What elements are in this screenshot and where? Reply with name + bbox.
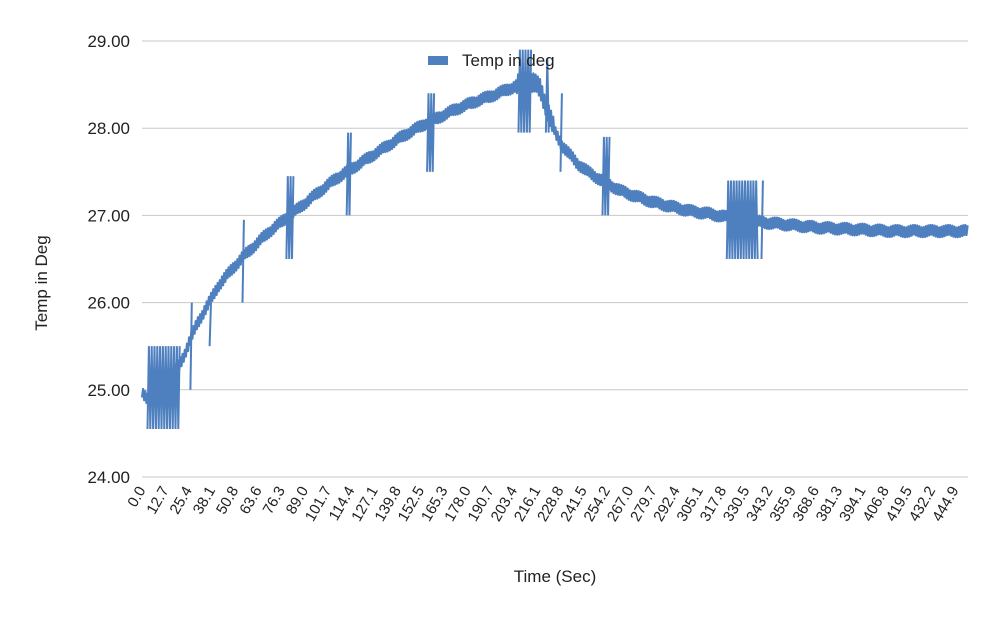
x-tick-label: 38.1 [190, 484, 219, 518]
series-layer [140, 49, 969, 430]
y-tick-label: 29.00 [87, 32, 130, 51]
legend-label: Temp in deg [462, 51, 555, 70]
x-tick-label: 63.6 [236, 484, 265, 518]
series-burst [189, 302, 193, 390]
legend-swatch [428, 56, 448, 65]
y-tick-label: 28.00 [87, 119, 130, 138]
series-burst [285, 176, 295, 260]
x-tick-label: 50.8 [213, 484, 242, 518]
series-burst [601, 136, 611, 216]
x-axis-title: Time (Sec) [514, 567, 597, 586]
series-burst [760, 180, 764, 260]
y-axis-ticks: 24.00 25.00 26.00 27.00 28.00 29.00 [87, 32, 130, 487]
y-tick-label: 27.00 [87, 206, 130, 225]
x-axis-ticks: 0.012.725.438.150.863.676.389.0101.7114.… [124, 483, 962, 524]
series-burst [517, 49, 533, 133]
series-burst [146, 346, 181, 430]
series-line [140, 72, 969, 405]
y-tick-label: 26.00 [87, 294, 130, 313]
x-tick-label: 76.3 [260, 484, 289, 518]
legend: Temp in deg [428, 51, 555, 70]
y-tick-label: 25.00 [87, 381, 130, 400]
series-burst [725, 180, 759, 260]
y-tick-label: 24.00 [87, 468, 130, 487]
series-burst [208, 302, 212, 347]
gridlines [142, 40, 968, 478]
series-burst [544, 58, 550, 133]
series-burst [559, 93, 563, 172]
y-axis-title: Temp in Deg [32, 235, 51, 330]
series-burst [426, 93, 436, 172]
x-tick-label: 12.7 [143, 484, 172, 518]
series-burst [345, 132, 352, 216]
series-burst [241, 219, 245, 303]
x-tick-label: 25.4 [167, 484, 196, 518]
